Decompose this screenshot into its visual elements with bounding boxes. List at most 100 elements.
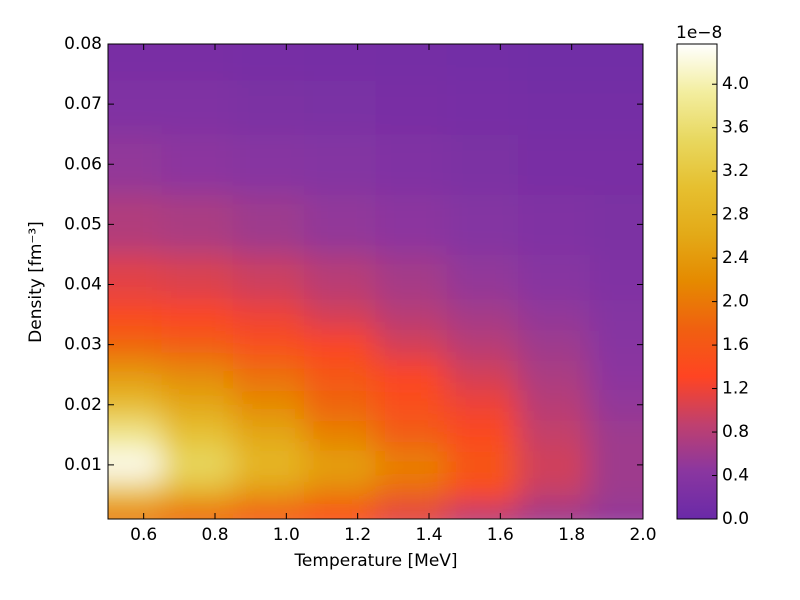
heatmap-area: [108, 44, 643, 519]
heatmap-cell: [232, 329, 305, 361]
heatmap-cell: [375, 194, 448, 255]
heatmap-cell: [161, 359, 234, 391]
heatmap-cell: [304, 419, 376, 451]
heatmap-cell: [375, 449, 448, 481]
heatmap-cell: [108, 80, 162, 135]
heatmap-cell: [375, 80, 448, 135]
axes: 0.6 0.8 1.0 1.2 1.4 1.6 1.8 2.00.010.020.030.04…: [64, 34, 749, 545]
heatmap-cell: [446, 80, 519, 135]
heatmap-cell: [161, 479, 234, 505]
heatmap-cell: [108, 503, 162, 519]
heatmap-cell: [108, 194, 162, 255]
heatmap-cell: [232, 359, 305, 391]
colorbar-tick-label: 2.8: [722, 205, 749, 225]
heatmap-cell: [518, 44, 590, 81]
heatmap-cell: [304, 134, 376, 195]
heatmap-cell: [589, 389, 643, 421]
y-tick-label: 0.07: [64, 94, 102, 114]
heatmap-cell: [108, 134, 162, 195]
heatmap-cell: [375, 329, 448, 361]
heatmap-cell: [375, 419, 448, 451]
heatmap-cell: [446, 134, 519, 195]
heatmap-cell: [446, 44, 519, 81]
colorbar-tick-label: 0.8: [722, 422, 749, 442]
heatmap-cell: [375, 134, 448, 195]
heatmap-cell: [161, 134, 234, 195]
heatmap-cell: [518, 254, 590, 301]
heatmap-cell: [232, 389, 305, 421]
heatmap-cell: [108, 44, 162, 81]
heatmap-cell: [518, 299, 590, 331]
heatmap-cell: [304, 299, 376, 331]
heatmap-cell: [446, 329, 519, 361]
heatmap-cell: [232, 479, 305, 505]
heatmap-cell: [589, 479, 643, 505]
heatmap-cell: [446, 389, 519, 421]
heatmap-cell: [108, 449, 162, 481]
colorbar-tick-label: 1.6: [722, 335, 749, 355]
heatmap-cell: [304, 44, 376, 81]
x-tick-label: 1.8: [558, 525, 585, 545]
x-axis-label: Temperature [MeV]: [293, 551, 457, 571]
heatmap-cell: [375, 359, 448, 391]
x-tick-label: 1.0: [273, 525, 300, 545]
heatmap-cell: [232, 299, 305, 331]
heatmap-cell: [161, 449, 234, 481]
heatmap-cell: [304, 449, 376, 481]
heatmap-cell: [304, 254, 376, 301]
colorbar-tick-label: 1.2: [722, 379, 749, 399]
colorbar: [676, 43, 718, 520]
heatmap-cell: [518, 449, 590, 481]
heatmap-cell: [232, 44, 305, 81]
colorbar-offset: 1e−8: [676, 23, 722, 43]
y-tick-label: 0.08: [64, 34, 102, 54]
heatmap-cell: [518, 134, 590, 195]
heatmap-cell: [161, 299, 234, 331]
x-tick-label: 1.6: [487, 525, 514, 545]
heatmap-cell: [589, 329, 643, 361]
heatmap-cell: [589, 503, 643, 519]
heatmap-cell: [304, 479, 376, 505]
x-tick-label: 1.2: [344, 525, 371, 545]
heatmap-cell: [161, 329, 234, 361]
heatmap-cell: [375, 44, 448, 81]
heatmap-cell: [518, 479, 590, 505]
heatmap-cell: [518, 194, 590, 255]
heatmap-cell: [589, 299, 643, 331]
colorbar-tick-label: 2.4: [722, 248, 749, 268]
heatmap-cell: [161, 44, 234, 81]
heatmap-cell: [589, 194, 643, 255]
heatmap-cell: [589, 449, 643, 481]
heatmap-cell: [304, 359, 376, 391]
heatmap-cell: [446, 419, 519, 451]
heatmap-cell: [161, 254, 234, 301]
x-tick-label: 2.0: [629, 525, 656, 545]
heatmap-cell: [232, 449, 305, 481]
heatmap-cell: [304, 194, 376, 255]
heatmap-cell: [161, 419, 234, 451]
y-tick-label: 0.06: [64, 154, 102, 174]
heatmap-cell: [589, 254, 643, 301]
heatmap-cell: [446, 194, 519, 255]
colorbar-tick-label: 2.0: [722, 292, 749, 312]
heatmap-cell: [518, 359, 590, 391]
heatmap-cell: [108, 299, 162, 331]
heatmap-cell: [232, 194, 305, 255]
x-tick-label: 0.8: [201, 525, 228, 545]
heatmap-cell: [375, 389, 448, 421]
heatmap-cell: [232, 254, 305, 301]
x-tick-label: 1.4: [415, 525, 442, 545]
heatmap-cell: [589, 419, 643, 451]
colorbar-tick-label: 0.0: [722, 509, 749, 529]
heatmap-cell: [446, 254, 519, 301]
heatmap-cell: [446, 299, 519, 331]
heatmap-cell: [108, 419, 162, 451]
heatmap-cell: [304, 80, 376, 135]
heatmap-cell: [518, 329, 590, 361]
heatmap-cell: [518, 80, 590, 135]
x-tick-label: 0.6: [130, 525, 157, 545]
y-tick-label: 0.04: [64, 275, 102, 295]
heatmap-cell: [589, 44, 643, 81]
heatmap-cell: [161, 389, 234, 421]
